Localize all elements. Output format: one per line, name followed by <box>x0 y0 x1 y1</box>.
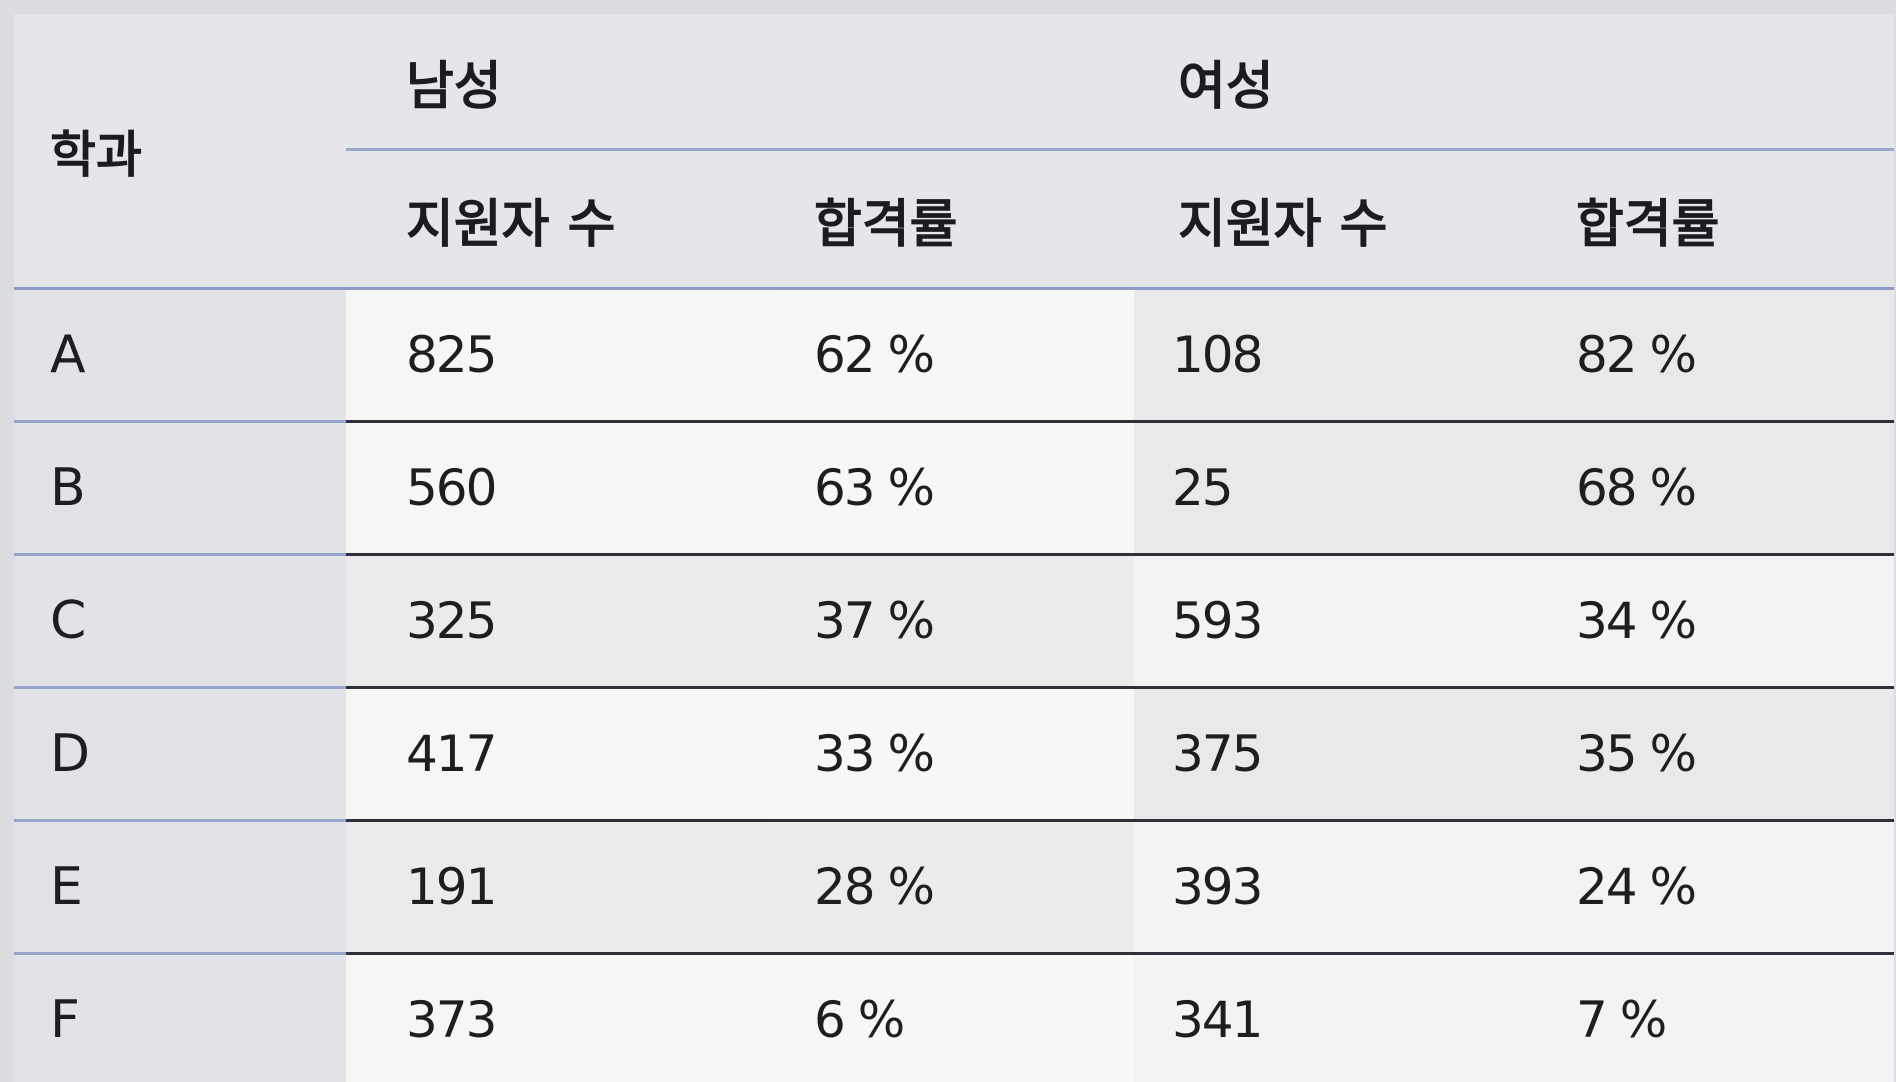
cell-dept: F <box>14 953 346 1082</box>
cell-female-applicants: 25 <box>1134 421 1538 556</box>
cell-female-applicants: 375 <box>1134 687 1538 822</box>
cell-male-applicants: 191 <box>346 820 770 955</box>
admissions-table: 학과 남성 여성 지원자 수 합격률 지원자 수 합격률 A 825 62 % … <box>14 14 1894 1082</box>
cell-dept: C <box>14 554 346 689</box>
header-male-rate: 합격률 <box>770 149 1134 290</box>
table-row: C 325 37 % 593 34 % <box>14 554 1894 689</box>
cell-female-rate: 82 % <box>1538 288 1894 423</box>
table-row: B 560 63 % 25 68 % <box>14 421 1894 556</box>
header-group-male: 남성 <box>346 14 1134 151</box>
header-row-subcolumns: 지원자 수 합격률 지원자 수 합격률 <box>14 149 1894 290</box>
cell-male-rate: 63 % <box>770 421 1134 556</box>
header-group-female: 여성 <box>1134 14 1894 151</box>
cell-female-rate: 35 % <box>1538 687 1894 822</box>
cell-male-rate: 28 % <box>770 820 1134 955</box>
cell-male-rate: 6 % <box>770 953 1134 1082</box>
cell-male-rate: 62 % <box>770 288 1134 423</box>
cell-male-applicants: 825 <box>346 288 770 423</box>
table-body: A 825 62 % 108 82 % B 560 63 % 25 68 % C… <box>14 288 1894 1082</box>
cell-male-rate: 37 % <box>770 554 1134 689</box>
table-row: E 191 28 % 393 24 % <box>14 820 1894 955</box>
cell-female-rate: 7 % <box>1538 953 1894 1082</box>
cell-male-applicants: 560 <box>346 421 770 556</box>
cell-female-rate: 24 % <box>1538 820 1894 955</box>
header-female-rate: 합격률 <box>1538 149 1894 290</box>
header-row-groups: 학과 남성 여성 <box>14 14 1894 290</box>
cell-dept: E <box>14 820 346 955</box>
header-department: 학과 <box>14 14 346 290</box>
cell-female-applicants: 393 <box>1134 820 1538 955</box>
cell-female-rate: 34 % <box>1538 554 1894 689</box>
cell-female-applicants: 108 <box>1134 288 1538 423</box>
cell-dept: A <box>14 288 346 423</box>
cell-male-applicants: 373 <box>346 953 770 1082</box>
header-male-applicants: 지원자 수 <box>346 149 770 290</box>
table-header: 학과 남성 여성 지원자 수 합격률 지원자 수 합격률 <box>14 14 1894 290</box>
cell-female-applicants: 341 <box>1134 953 1538 1082</box>
cell-dept: D <box>14 687 346 822</box>
cell-male-applicants: 325 <box>346 554 770 689</box>
table-row: D 417 33 % 375 35 % <box>14 687 1894 822</box>
cell-female-rate: 68 % <box>1538 421 1894 556</box>
cell-male-rate: 33 % <box>770 687 1134 822</box>
cell-female-applicants: 593 <box>1134 554 1538 689</box>
table-row: F 373 6 % 341 7 % <box>14 953 1894 1082</box>
table-row: A 825 62 % 108 82 % <box>14 288 1894 423</box>
cell-male-applicants: 417 <box>346 687 770 822</box>
cell-dept: B <box>14 421 346 556</box>
header-female-applicants: 지원자 수 <box>1134 149 1538 290</box>
